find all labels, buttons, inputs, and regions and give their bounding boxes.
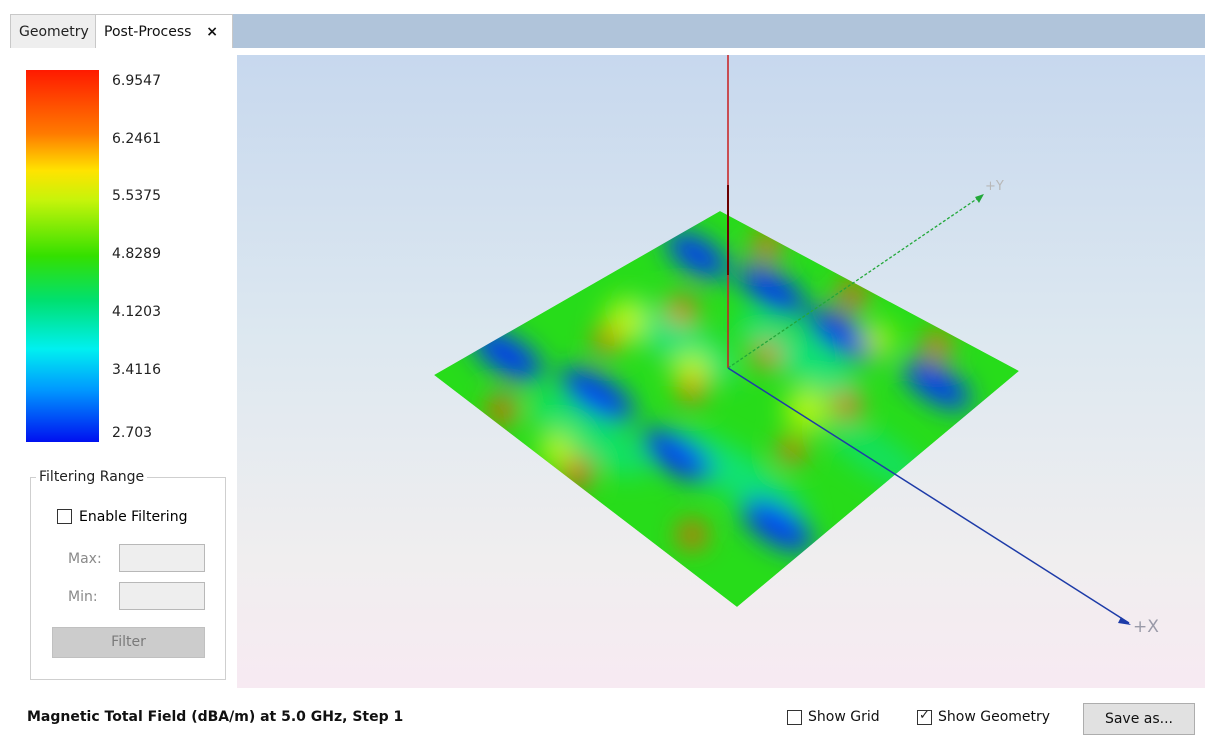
show-grid-label[interactable]: Show Grid [808,709,880,725]
tab-strip: Geometry Post-Process × [0,0,1205,50]
legend-value: 6.9547 [112,73,161,89]
x-axis-arrow [1118,617,1131,625]
show-grid-checkbox[interactable] [787,710,802,725]
y-axis-label: +Y [985,179,1004,194]
3d-viewport[interactable]: +Y +X [237,55,1205,688]
filter-button[interactable]: Filter [52,627,205,658]
3d-scene: +Y +X [434,55,1159,637]
save-as-button[interactable]: Save as... [1083,703,1195,735]
x-axis [727,367,1130,624]
tab-geometry[interactable]: Geometry [10,14,96,48]
min-label: Min: [68,589,98,605]
legend-value: 5.5375 [112,188,161,204]
legend-value: 6.2461 [112,131,161,147]
legend-value: 2.703 [112,425,153,441]
color-scale-bar [26,70,99,442]
legend-value: 4.8289 [112,246,161,262]
y-axis [727,193,985,369]
max-label: Max: [68,551,102,567]
x-axis-label: +X [1133,617,1159,637]
tab-post-process-label: Post-Process [104,24,192,40]
enable-filtering-checkbox[interactable] [57,509,72,524]
show-geometry-label[interactable]: Show Geometry [938,709,1051,725]
filtering-range-title: Filtering Range [36,469,148,485]
field-plate [434,211,1019,607]
legend-value: 3.4116 [112,362,161,378]
y-axis-arrow [975,194,984,203]
legend-value: 4.1203 [112,304,161,320]
tab-geometry-label: Geometry [19,24,89,40]
close-icon[interactable]: × [206,24,218,40]
tab-post-process[interactable]: Post-Process × [95,14,233,48]
enable-filtering-label[interactable]: Enable Filtering [79,509,188,525]
max-input[interactable] [119,544,205,572]
tab-bar-background [233,14,1205,48]
status-text: Magnetic Total Field (dBA/m) at 5.0 GHz,… [27,709,404,725]
show-geometry-checkbox[interactable] [917,708,932,725]
min-input[interactable] [119,582,205,610]
